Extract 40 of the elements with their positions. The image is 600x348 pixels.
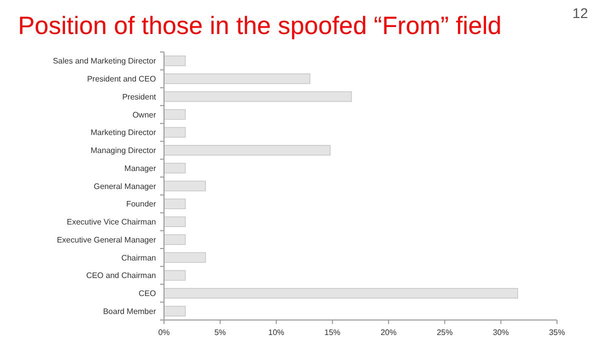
bar [164,252,206,263]
x-tick-label: 30% [492,328,509,337]
bar [164,216,186,227]
text: 12 [572,5,588,21]
y-tick-label: Managing Director [90,146,156,156]
bar [164,288,518,298]
bar [164,270,186,281]
y-tick-label: Executive Vice Chairman [66,218,156,227]
y-tick-label: General Manager [94,182,156,191]
bar [164,127,186,138]
y-tick-label: Executive General Manager [56,235,156,244]
x-tick-label: 20% [380,328,397,337]
y-tick-label: President and CEO [87,74,156,84]
bar [164,306,186,316]
y-tick-label: CEO and Chairman [86,271,156,280]
y-tick-label: Owner [132,110,156,120]
y-tick-label: Board Member [103,306,156,316]
y-tick-label: CEO [138,289,156,298]
y-tick-label: Marketing Director [90,128,156,138]
x-tick-label: 35% [548,328,566,337]
x-tick-label: 25% [436,328,453,337]
bar [164,180,206,192]
x-tick-label: 15% [324,328,340,337]
x-tick-label: 10% [268,328,284,337]
y-tick-label: President [122,92,157,102]
y-tick-label: Chairman [121,253,156,262]
x-tick-label: 5% [214,328,226,337]
bar [164,109,186,120]
bar [164,91,352,102]
y-tick-label: Sales and Marketing Director [52,56,156,66]
bar [164,74,310,84]
bar [164,56,186,66]
y-tick-label: Founder [126,200,156,209]
x-tick-label: 0% [158,328,170,337]
bar [164,145,330,156]
bar [164,198,186,210]
bar [164,234,186,245]
chart-title: Position of those in the spoofed “From” field [18,12,502,40]
y-tick-label: Manager [124,164,156,173]
bar [164,162,186,174]
